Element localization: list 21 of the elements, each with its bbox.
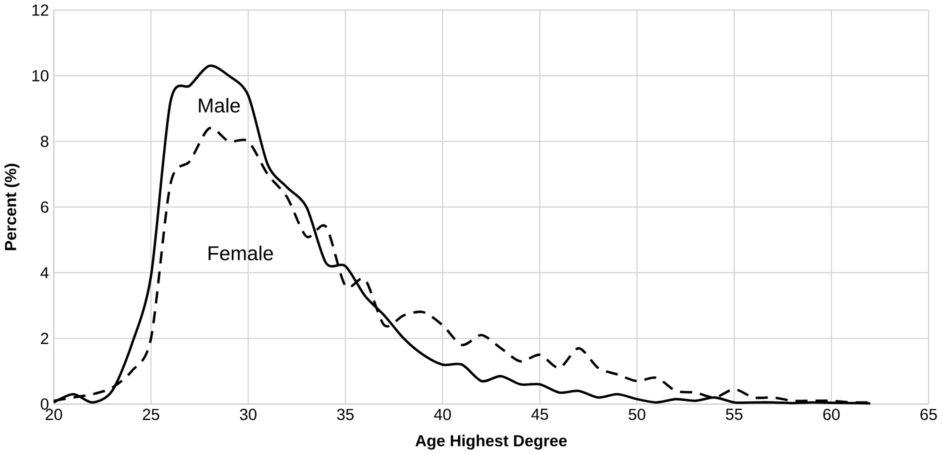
x-tick-label: 25 xyxy=(142,408,160,420)
x-tick-label: 35 xyxy=(337,408,354,420)
x-tick-label: 45 xyxy=(531,408,548,420)
series-label: Female xyxy=(208,246,273,260)
y-tick-label: 0 xyxy=(40,398,48,410)
y-axis-title: Percent (%) xyxy=(4,164,20,250)
x-tick-label: 55 xyxy=(726,408,742,420)
x-tick-label: 50 xyxy=(628,408,646,420)
y-tick-label: 12 xyxy=(32,4,48,16)
x-tick-label: 65 xyxy=(920,408,937,420)
y-tick-label: 4 xyxy=(40,267,49,278)
y-tick-label: 8 xyxy=(40,136,48,147)
y-tick-label: 2 xyxy=(40,332,48,344)
x-tick-label: 40 xyxy=(434,408,451,420)
series-label: Male xyxy=(198,98,240,113)
x-tick-label: 30 xyxy=(240,408,256,420)
x-tick-label: 20 xyxy=(46,408,62,420)
x-tick-label: 60 xyxy=(823,408,840,420)
y-tick-label: 10 xyxy=(32,70,48,82)
x-axis-title: Age Highest Degree xyxy=(415,434,567,450)
y-tick-label: 6 xyxy=(40,201,48,213)
